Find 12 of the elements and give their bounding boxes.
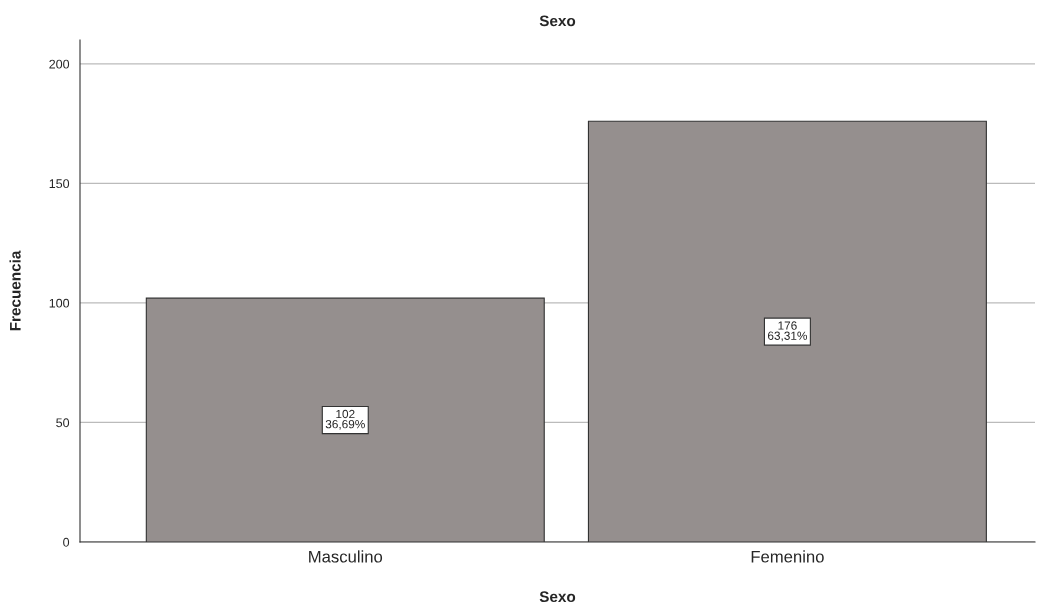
x-tick-label: Femenino <box>751 550 824 563</box>
y-tick-label: 150 <box>49 179 70 189</box>
y-tick-label: 0 <box>63 537 70 547</box>
y-tick-label: 200 <box>49 59 70 69</box>
y-tick-label: 100 <box>49 298 70 308</box>
data-label: 176 63,31% <box>767 321 808 342</box>
x-axis-title: Sexo <box>539 591 576 603</box>
y-axis-title: Frecuencia <box>9 250 21 331</box>
chart-title: Sexo <box>539 15 576 27</box>
y-tick-label: 50 <box>56 418 70 428</box>
x-tick-label: Masculino <box>309 550 383 563</box>
data-label: 102 36,69% <box>325 409 365 430</box>
